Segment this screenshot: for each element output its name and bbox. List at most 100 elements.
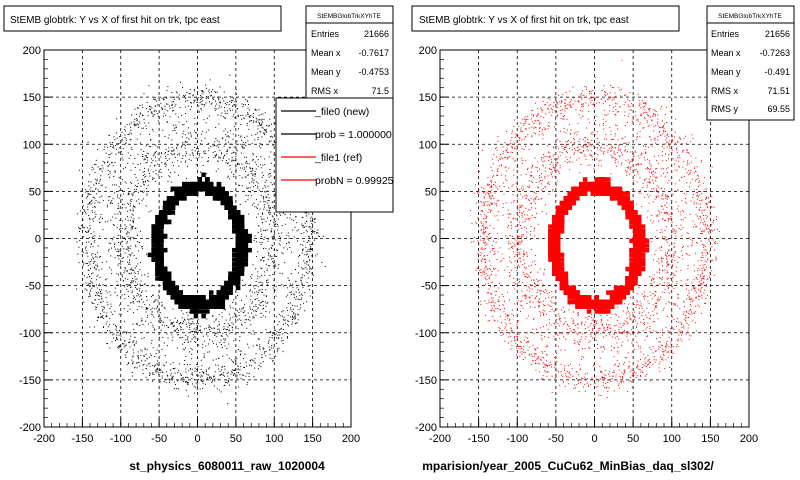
scatter-point <box>96 179 98 181</box>
scatter-point <box>189 295 195 300</box>
scatter-point <box>110 294 112 296</box>
scatter-point <box>248 182 250 184</box>
scatter-point <box>296 222 298 224</box>
scatter-point <box>274 263 276 265</box>
scatter-point <box>186 326 188 328</box>
scatter-point <box>86 197 88 199</box>
scatter-point <box>176 145 178 147</box>
scatter-point <box>141 246 143 248</box>
scatter-point <box>103 306 105 308</box>
scatter-point <box>191 349 193 351</box>
scatter-point <box>177 380 179 382</box>
scatter-point <box>259 124 261 126</box>
scatter-point <box>268 176 270 178</box>
scatter-point <box>220 285 226 291</box>
scatter-point <box>510 331 512 333</box>
scatter-point <box>270 151 272 153</box>
scatter-point <box>106 206 108 208</box>
scatter-point <box>88 261 90 263</box>
scatter-point <box>239 175 241 177</box>
scatter-point <box>159 372 161 374</box>
scatter-point <box>271 358 273 360</box>
scatter-point <box>224 322 226 324</box>
scatter-point <box>200 109 202 111</box>
scatter-point <box>199 153 201 155</box>
scatter-point <box>130 181 132 183</box>
scatter-point <box>296 305 298 307</box>
scatter-point <box>114 171 116 173</box>
scatter-point <box>254 108 256 110</box>
scatter-point <box>261 302 263 304</box>
scatter-point <box>137 362 139 364</box>
scatter-point <box>291 315 293 317</box>
scatter-point <box>676 152 678 154</box>
scatter-point <box>243 257 249 262</box>
scatter-point <box>281 337 283 339</box>
scatter-point <box>235 149 237 151</box>
scatter-point <box>143 190 145 192</box>
scatter-point <box>142 106 144 108</box>
scatter-point <box>186 166 188 168</box>
scatter-point <box>139 112 141 114</box>
scatter-point <box>164 365 166 367</box>
scatter-point <box>268 254 270 256</box>
scatter-point <box>167 110 169 112</box>
scatter-point <box>237 328 239 330</box>
scatter-point <box>156 369 158 371</box>
scatter-point <box>264 112 266 114</box>
scatter-point <box>167 151 169 153</box>
scatter-point <box>184 95 186 97</box>
scatter-point <box>94 253 96 255</box>
scatter-point <box>220 391 222 393</box>
scatter-point <box>192 383 194 385</box>
scatter-point <box>301 249 303 251</box>
scatter-point <box>114 248 116 250</box>
scatter-point <box>155 369 157 371</box>
scatter-point <box>131 375 133 377</box>
scatter-point <box>130 122 132 124</box>
scatter-point <box>159 168 161 170</box>
scatter-point <box>196 363 198 365</box>
scatter-point <box>260 312 262 314</box>
scatter-point <box>569 90 571 92</box>
scatter-point <box>524 357 526 359</box>
scatter-point <box>146 156 148 158</box>
scatter-point <box>235 214 241 220</box>
scatter-point <box>257 159 259 161</box>
scatter-point <box>126 241 128 243</box>
scatter-point <box>246 365 248 367</box>
scatter-point <box>160 156 162 158</box>
scatter-point <box>207 97 209 99</box>
scatter-point <box>177 371 179 373</box>
scatter-point <box>273 221 275 223</box>
scatter-point <box>151 311 153 313</box>
scatter-point <box>205 313 207 315</box>
scatter-point <box>219 149 221 151</box>
scatter-point <box>239 257 245 262</box>
scatter-point <box>189 299 195 305</box>
scatter-point <box>302 244 304 246</box>
scatter-point <box>174 200 179 206</box>
scatter-point <box>279 244 281 246</box>
scatter-point <box>252 115 254 117</box>
scatter-point <box>100 313 102 315</box>
scatter-point <box>111 162 113 164</box>
scatter-point <box>554 119 556 121</box>
scatter-point <box>82 261 84 263</box>
scatter-point <box>676 346 678 348</box>
scatter-point <box>155 266 160 272</box>
scatter-point <box>119 346 121 348</box>
scatter-point <box>162 247 168 253</box>
scatter-point <box>238 184 240 186</box>
scatter-point <box>145 125 147 127</box>
scatter-point <box>218 321 220 323</box>
scatter-point <box>261 284 263 286</box>
scatter-point <box>177 319 179 321</box>
scatter-point <box>214 378 216 380</box>
scatter-point <box>154 299 156 301</box>
scatter-point <box>314 221 316 223</box>
scatter-point <box>158 117 160 119</box>
scatter-point <box>220 335 222 337</box>
scatter-point <box>575 387 577 389</box>
legend: _file0 (new) prob = 1.000000 _file1 (ref… <box>275 97 394 213</box>
